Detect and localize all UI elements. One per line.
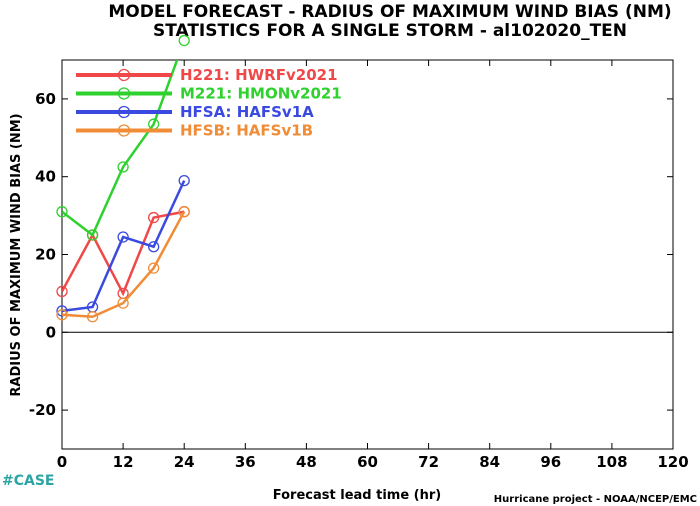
- data-point: [56, 206, 68, 218]
- legend-item: HFSB: HAFSv1B: [76, 122, 313, 140]
- data-point: [147, 241, 160, 253]
- data-point: [178, 34, 190, 47]
- y-tick-label: 20: [35, 246, 56, 264]
- y-tick-label: 60: [35, 90, 56, 108]
- legend-marker: [117, 68, 131, 82]
- data-point: [86, 311, 99, 323]
- legend-item: M221: HMONv2021: [76, 85, 342, 103]
- data-point: [117, 297, 129, 309]
- chart-subtitle: STATISTICS FOR A SINGLE STORM - al102020…: [153, 21, 627, 41]
- plot-frame: [61, 59, 674, 450]
- x-tick-label: 48: [296, 453, 317, 471]
- data-point: [117, 161, 129, 173]
- x-tick-label: 12: [113, 453, 134, 471]
- data-point: [147, 211, 160, 224]
- series-layer: [56, 34, 190, 323]
- x-tick-label: 96: [540, 453, 561, 471]
- series-0: [56, 206, 190, 300]
- chart-title: MODEL FORECAST - RADIUS OF MAXIMUM WIND …: [108, 2, 671, 22]
- legend-marker: [117, 124, 131, 137]
- legend-item: H221: HWRFv2021: [76, 66, 338, 84]
- x-axis-label: Forecast lead time (hr): [273, 488, 441, 503]
- y-tick-group: -20 0 20 40 60: [29, 90, 673, 419]
- y-axis-label: RADIUS OF MAXIMUM WIND BIAS (NM): [9, 113, 24, 396]
- series-line: [62, 210, 185, 297]
- data-point: [86, 229, 99, 241]
- data-point: [178, 174, 190, 187]
- legend-label: HFSB: HAFSv1B: [180, 122, 313, 140]
- y-tick-label: -20: [29, 401, 56, 419]
- y-tick-label: 40: [35, 168, 56, 186]
- legend-marker: [117, 87, 131, 100]
- data-point: [178, 206, 190, 218]
- legend-item: HFSA: HAFSv1A: [76, 103, 314, 121]
- case-tag: #CASE: [2, 473, 55, 489]
- legend-marker: [117, 105, 131, 119]
- y-tick-label: 0: [46, 323, 56, 341]
- series-line: [62, 60, 179, 238]
- x-tick-label: 36: [235, 453, 256, 471]
- legend-label: M221: HMONv2021: [180, 85, 342, 103]
- x-tick-label: 108: [596, 453, 627, 471]
- legend-label: HFSA: HAFSv1A: [180, 103, 314, 121]
- x-tick-label: 72: [418, 453, 439, 471]
- series-3: [56, 206, 190, 323]
- data-point: [56, 285, 68, 298]
- x-tick-group: 0 12 24 36 48 60 72 84 96 108 120: [57, 60, 689, 471]
- x-tick-label: 120: [657, 453, 688, 471]
- series-line: [62, 180, 186, 313]
- series-line: [62, 211, 186, 319]
- data-point: [117, 231, 129, 243]
- credit-text: Hurricane project - NOAA/NCEP/EMC: [494, 494, 697, 505]
- data-point: [56, 309, 68, 321]
- x-tick-label: 84: [479, 453, 500, 471]
- x-tick-label: 60: [357, 453, 378, 471]
- data-point: [147, 262, 160, 274]
- x-tick-label: 24: [174, 453, 195, 471]
- x-tick-label: 0: [57, 453, 67, 471]
- series-1: [56, 34, 190, 241]
- legend-label: H221: HWRFv2021: [180, 66, 338, 84]
